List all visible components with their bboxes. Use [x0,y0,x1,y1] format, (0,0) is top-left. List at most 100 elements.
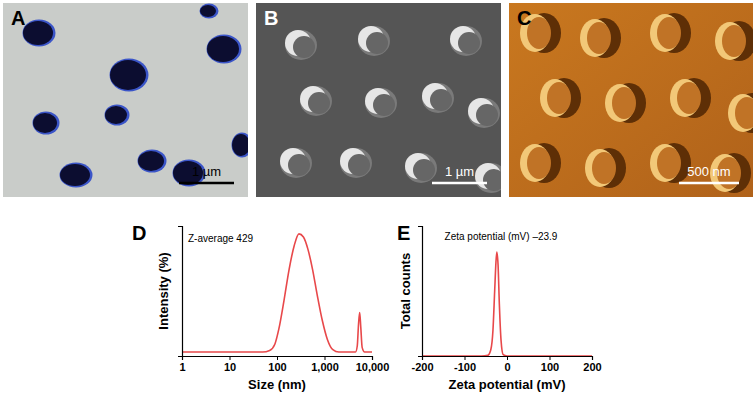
x-axis-line [423,357,593,361]
particle [110,60,146,90]
particle-light [728,94,753,132]
panel-letter: B [264,7,278,29]
particle-top [657,17,681,49]
y-axis-line [178,227,183,357]
particle-light [715,22,745,60]
particle-glow [468,98,500,128]
particle-shadow [430,89,452,111]
particle-rim [232,133,249,158]
data-line [422,252,592,356]
x-tick-mark [325,356,326,360]
chart-line: -200 -100 0 100 200 Zeta potential (mV) Total … [397,222,602,392]
x-tick-mark [592,356,593,360]
x-tick: 10 [224,356,236,373]
x-tick-mark [230,356,231,360]
particle-rim [60,163,93,188]
particle-top [527,147,551,179]
panel-letter: D [132,222,146,244]
x-tick-label: 100 [541,361,559,373]
particle-glow [340,148,372,178]
particle-shadow [293,36,315,58]
scale-bar-label: 1 µm [192,164,221,179]
scale-bar-label: 500 nm [687,164,730,179]
plot-marks [182,234,372,352]
particle-glow [405,153,437,183]
x-tick-label: 100 [268,361,286,373]
x-axis-line [183,357,373,361]
x-tick-mark [550,356,551,360]
particle-glow [422,83,454,113]
x-tick: 100 [268,356,286,373]
particle-shadow [458,32,480,54]
x-tick-label: 10,000 [356,361,390,373]
chart-line: 1101001,00010,000Size (nm)Intensity (%)D… [132,222,389,392]
image-a [3,3,248,197]
x-tick-mark [277,356,278,360]
particle-shadow [366,32,388,54]
y-axis-line [418,227,423,357]
x-tick-label: -200 [411,361,433,373]
particle-rim [23,20,56,47]
x-tick: 1 [179,356,185,373]
x-axis: 1 10 100 1,000 10,000 [179,356,389,373]
particle-top [677,82,701,114]
annotation: Zeta potential (mV) –23.9 [445,231,558,242]
particle [105,106,127,124]
figure: A1 µmB1 µmC500 nm1101001,00010,000Size (… [0,0,756,400]
x-tick-label: 1 [179,361,185,373]
particle [33,113,57,133]
particle-shadow [348,154,370,176]
particle-rim [33,112,60,135]
particle-glow [285,30,317,60]
particle-shadow [413,159,435,181]
particle-shadow [476,104,498,126]
particle-top [587,22,611,54]
annotation: Z-average 429 [188,233,253,244]
particle [138,151,164,171]
panel-letter: A [11,7,25,29]
particle-top [657,147,681,179]
particle-light [520,144,550,182]
y-axis-title: Total counts [398,253,413,329]
x-tick: 200 [583,356,601,373]
image-background [3,3,248,197]
particle-shadow [308,92,330,114]
data-line [182,234,372,352]
x-tick: 10,000 [356,356,390,373]
particle-glow [300,86,332,116]
scale-bar [179,182,234,185]
particle-light [585,149,615,187]
x-tick-label: 0 [504,361,510,373]
x-tick-mark [507,356,508,360]
particle-light [605,84,635,122]
x-tick-label: 10 [224,361,236,373]
scale-bar [432,182,487,185]
particle-glow [450,26,482,56]
panel-letter: E [397,222,410,244]
particle-top [735,97,753,129]
particle-light [540,79,570,117]
particle-rim [138,150,167,173]
x-tick-mark [465,356,466,360]
particle [232,134,248,156]
x-tick: 100 [541,356,559,373]
particle-top [612,87,636,119]
particle-light [650,14,680,52]
x-tick: 1,000 [311,356,339,373]
x-tick: -100 [454,356,476,373]
y-axis [418,227,423,357]
image-b [256,3,501,197]
particle-rim [200,4,219,19]
particle-top [592,152,616,184]
x-tick: 0 [504,356,510,373]
image-c [509,3,753,197]
particle-glow [280,148,312,178]
image-background [509,3,753,197]
particle-light [580,19,610,57]
x-axis-title: Zeta potential (mV) [448,377,565,392]
particle [200,5,216,17]
particle [207,36,239,62]
particle-shadow [483,169,501,191]
particle [60,164,90,186]
panel-letter: C [517,7,531,29]
